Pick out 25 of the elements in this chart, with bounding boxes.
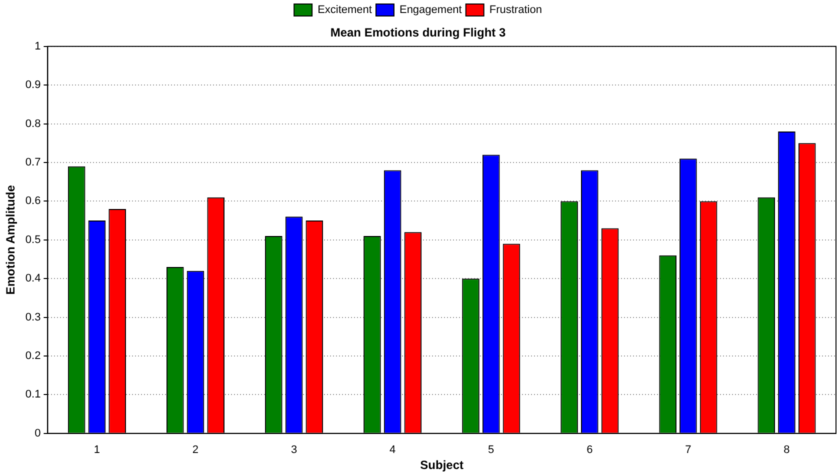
y-tick-label: 0 <box>34 427 41 440</box>
y-tick-label: 0.9 <box>25 79 41 92</box>
legend-label: Frustration <box>489 4 542 16</box>
y-tick-label: 0.4 <box>25 272 41 285</box>
y-tick-label: 0.3 <box>25 311 41 324</box>
y-tick-label: 0.1 <box>25 388 41 401</box>
x-tick-label: 2 <box>192 444 199 456</box>
x-tick-label: 6 <box>586 444 593 456</box>
legend-label: Engagement <box>399 4 462 16</box>
legend-label: Excitement <box>318 4 372 16</box>
x-tick-label: 7 <box>685 444 692 456</box>
y-tick-label: 0.2 <box>25 350 41 362</box>
y-tick-label: 1 <box>34 40 41 52</box>
x-axis-title: Subject <box>420 458 464 472</box>
x-tick-label: 5 <box>488 444 494 456</box>
y-tick-label: 0.6 <box>25 195 41 208</box>
y-tick-label: 0.8 <box>25 118 41 130</box>
x-tick-label: 4 <box>390 444 396 456</box>
y-tick-label: 0.7 <box>25 156 41 169</box>
y-tick-label: 0.5 <box>25 234 41 246</box>
x-tick-label: 8 <box>784 444 790 456</box>
y-axis-title: Emotion Amplitude <box>4 184 18 295</box>
x-tick-label: 1 <box>94 444 100 456</box>
chart-title: Mean Emotions during Flight 3 <box>330 26 506 40</box>
x-tick-label: 3 <box>290 444 298 456</box>
